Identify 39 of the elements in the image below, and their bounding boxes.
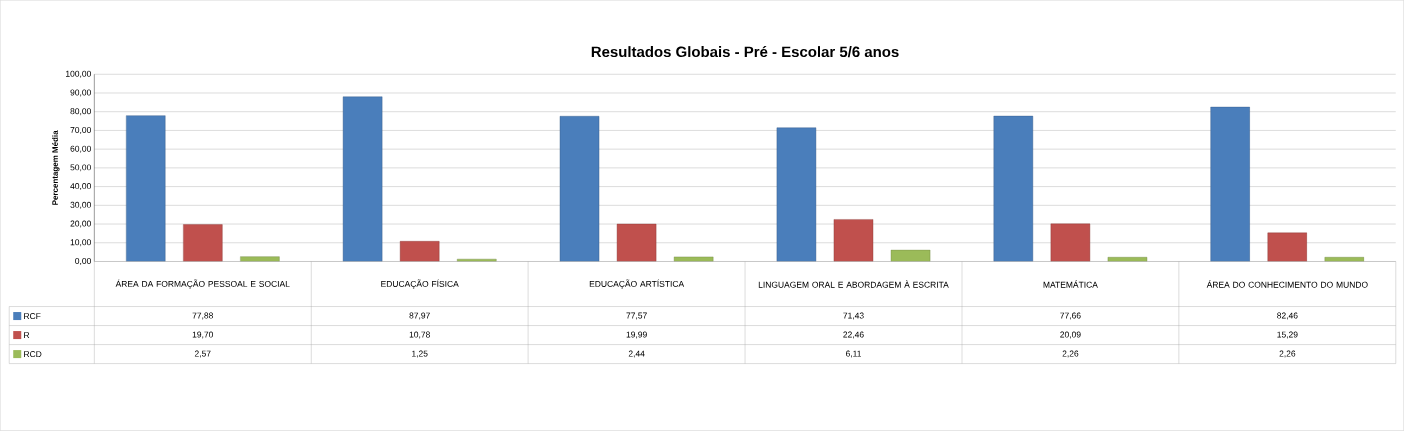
x-tick-label: MATEMÁTICA bbox=[1043, 280, 1098, 288]
data-label: 19,99 bbox=[626, 331, 647, 339]
y-tick-label: 70,00 bbox=[70, 127, 91, 134]
y-tick-label: 50,00 bbox=[70, 164, 91, 172]
x-tick-label: EDUCAÇÃO FÍSICA bbox=[381, 279, 459, 289]
data-label: 77,66 bbox=[1060, 312, 1081, 320]
data-label: 1,25 bbox=[412, 350, 428, 358]
legend-label: RCF bbox=[24, 313, 41, 320]
legend-label: R bbox=[24, 332, 30, 339]
data-label: 87,97 bbox=[409, 312, 430, 320]
y-tick-label: 30,00 bbox=[70, 201, 91, 209]
x-tick-label: EDUCAÇÃO ARTÍSTICA bbox=[589, 279, 685, 289]
x-tick-label: LINGUAGEM ORAL E ABORDAGEM À ESCRITA bbox=[758, 280, 949, 288]
data-label: 82,46 bbox=[1277, 312, 1298, 320]
data-label: 2,26 bbox=[1062, 350, 1079, 358]
y-tick-label: 0,00 bbox=[75, 258, 91, 266]
y-tick-label: 40,00 bbox=[70, 183, 91, 191]
y-tick-label: 20,00 bbox=[70, 220, 91, 228]
y-tick-label: 100,00 bbox=[66, 70, 91, 78]
y-tick-label: 60,00 bbox=[70, 145, 91, 153]
data-label: 71,43 bbox=[843, 312, 864, 320]
data-label: 22,46 bbox=[843, 331, 864, 339]
data-label: 2,26 bbox=[1279, 350, 1296, 358]
data-label: 10,78 bbox=[409, 331, 430, 339]
chart-title: Resultados Globais - Pré - Escolar 5/6 anos bbox=[591, 46, 899, 58]
y-tick-label: 90,00 bbox=[70, 89, 91, 97]
data-label: 19,70 bbox=[192, 331, 214, 339]
data-label: 2,57 bbox=[194, 350, 211, 358]
legend-label: RCD bbox=[24, 351, 42, 358]
data-label: 15,29 bbox=[1277, 331, 1298, 339]
data-label: 77,88 bbox=[192, 312, 213, 320]
x-tick-label: ÁREA DA FORMAÇÃO PESSOAL E SOCIAL bbox=[115, 279, 290, 289]
data-label: 20,09 bbox=[1060, 331, 1081, 339]
data-label: 77,57 bbox=[626, 312, 647, 320]
x-tick-label: ÁREA DO CONHECIMENTO DO MUNDO bbox=[1206, 280, 1368, 288]
data-label: 2,44 bbox=[628, 350, 645, 358]
y-tick-label: 80,00 bbox=[70, 108, 91, 116]
data-label: 6,11 bbox=[845, 350, 861, 358]
y-tick-label: 10,00 bbox=[70, 239, 91, 247]
